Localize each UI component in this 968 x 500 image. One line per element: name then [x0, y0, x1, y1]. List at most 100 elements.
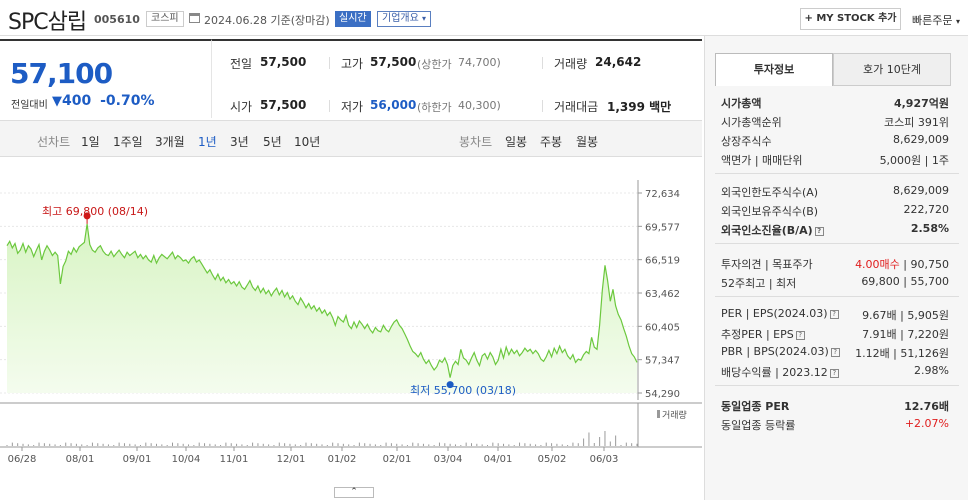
tab-5y[interactable]: 5년: [263, 135, 282, 149]
x-tick-label: 03/04: [434, 454, 463, 465]
high-label: 최고 69,800 (08/14): [42, 205, 148, 218]
lower-limit-label: (하한가: [417, 101, 452, 114]
foreign-limit-label: 외국인한도주식수(A): [721, 186, 819, 199]
chart-collapse-button[interactable]: ⌃: [334, 487, 374, 498]
help-icon[interactable]: ?: [829, 368, 839, 378]
tab-1w[interactable]: 1주일: [113, 135, 143, 149]
chevron-down-icon: ▾: [955, 17, 960, 26]
calendar-icon: [189, 13, 200, 23]
low-marker: [446, 381, 454, 389]
industry-per-label[interactable]: 동일업종 PER: [721, 400, 790, 413]
est-per-row: 추정PER | EPS?: [721, 326, 805, 342]
per-label: PER | EPS(2024.03): [721, 307, 828, 320]
tab-weekly[interactable]: 주봉: [540, 135, 563, 149]
tab-monthly[interactable]: 월봉: [576, 135, 599, 149]
realtime-badge[interactable]: 실시간: [335, 11, 371, 27]
industry-per-value: 12.76배: [904, 400, 949, 413]
chart-period-tabs: 선차트 1일 1주일 3개월 1년 3년 5년 10년 봉차트 일봉 주봉 월봉: [0, 120, 702, 157]
x-tick-label: 08/01: [66, 454, 95, 465]
volume-label: 거래량: [554, 57, 588, 71]
foreign-ratio-label: 외국인소진율(B/A): [721, 224, 813, 237]
market-cap-rank-label: 시가총액순위: [721, 116, 782, 129]
tab-daily[interactable]: 일봉: [505, 135, 528, 149]
lower-limit-value: 40,300): [458, 99, 501, 112]
foreign-held-label: 외국인보유주식수(B): [721, 205, 819, 218]
mystock-add-button[interactable]: + MY STOCK 추가: [800, 8, 901, 30]
per-row: PER | EPS(2024.03)?: [721, 307, 839, 320]
y-tick-label: 69,577: [645, 222, 680, 233]
tab-3m[interactable]: 3개월: [155, 135, 185, 149]
quick-order-button[interactable]: 빠른주문 ▾: [912, 12, 960, 28]
volume-value: 24,642: [595, 55, 642, 69]
y-tick-label: 54,290: [645, 389, 680, 400]
price-line: [6, 223, 638, 378]
low-value: 56,000: [370, 98, 417, 112]
upper-limit-value: 74,700): [458, 56, 501, 69]
target-price: 90,750: [910, 258, 950, 271]
help-icon[interactable]: ?: [829, 309, 839, 319]
price-box: 57,100 전일대비 ▼400 -0.70%: [0, 39, 212, 118]
candle-chart-label: 봉차트: [459, 135, 493, 149]
market-badge: 코스피: [146, 11, 184, 27]
tab-hoga-10[interactable]: 호가 10단계: [833, 53, 951, 86]
y-tick-label: 72,634: [645, 189, 680, 200]
chevron-down-icon: ▾: [422, 14, 427, 23]
industry-rate-value: +2.07%: [904, 417, 949, 430]
low-label: 저가: [341, 100, 364, 114]
x-tick-label: 01/02: [328, 454, 357, 465]
low-label: 최저 55,700 (03/18): [410, 384, 516, 397]
company-overview-dropdown[interactable]: 기업개요 ▾: [377, 11, 432, 27]
opinion-rating: 4.00매수: [855, 258, 900, 271]
tab-1d[interactable]: 1일: [81, 135, 100, 149]
pbr-label: PBR | BPS(2024.03): [721, 345, 829, 358]
tab-10y[interactable]: 10년: [294, 135, 321, 149]
prev-value: 57,500: [260, 55, 307, 69]
tab-1y[interactable]: 1년: [198, 135, 217, 149]
x-tick-label: 11/01: [220, 454, 249, 465]
help-icon[interactable]: ?: [795, 330, 805, 340]
foreign-held-value: 222,720: [903, 203, 950, 216]
divider: [715, 385, 959, 386]
prev-label: 전일: [230, 57, 253, 71]
pbr-value: 1.12배 | 51,126원: [855, 347, 949, 360]
stock-header: SPC삼립 005610 코스피 2024.06.28 기준(장마감) 실시간 …: [0, 0, 968, 36]
volume-legend-swatch: [657, 410, 660, 418]
w52-value: 69,800 | 55,700: [861, 275, 949, 288]
line-chart-label: 선차트: [37, 135, 71, 149]
stock-code: 005610: [94, 13, 140, 26]
divider: [715, 296, 959, 297]
high-label: 고가: [341, 57, 364, 71]
price-chart[interactable]: 72,634 69,577 66,519 63,462 60,405 57,347 54,2…: [0, 158, 702, 500]
x-tick-label: 10/04: [172, 454, 201, 465]
price-area: [7, 223, 637, 393]
open-value: 57,500: [260, 98, 307, 112]
opinion-label: 투자의견 | 목표주가: [721, 258, 813, 271]
tab-investment-info[interactable]: 투자정보: [715, 53, 833, 86]
face-value-value: 5,000원 | 1주: [879, 154, 949, 167]
foreign-limit-value: 8,629,009: [893, 184, 949, 197]
change-value: ▼400 -0.70%: [52, 93, 155, 109]
help-icon[interactable]: ?: [814, 226, 824, 236]
x-tick-label: 06/03: [590, 454, 619, 465]
pbr-row: PBR | BPS(2024.03)?: [721, 345, 840, 358]
listed-shares-label: 상장주식수: [721, 135, 772, 148]
divider: [542, 100, 543, 112]
foreign-ratio-value: 2.58%: [910, 222, 949, 235]
w52-label: 52주최고 | 최저: [721, 277, 797, 290]
x-tick-label: 04/01: [484, 454, 513, 465]
amount-label: 거래대금: [554, 100, 599, 114]
per-value: 9.67배 | 5,905원: [862, 309, 949, 322]
date-text: 2024.06.28 기준(장마감): [204, 14, 330, 27]
tab-3y[interactable]: 3년: [230, 135, 249, 149]
market-cap-label: 시가총액: [721, 97, 762, 110]
upper-limit-label: (상한가: [417, 58, 452, 71]
est-per-label: 추정PER | EPS: [721, 328, 794, 341]
industry-rate-label[interactable]: 동일업종 등락률: [721, 419, 796, 432]
help-icon[interactable]: ?: [830, 347, 840, 357]
foreign-ratio-row: 외국인소진율(B/A)?: [721, 222, 824, 238]
listed-shares-value: 8,629,009: [893, 133, 949, 146]
change-label: 전일대비: [11, 100, 48, 111]
dividend-row: 배당수익률 | 2023.12?: [721, 364, 839, 380]
stock-name: SPC삼립: [8, 10, 87, 35]
volume-label: 거래량: [662, 409, 687, 421]
